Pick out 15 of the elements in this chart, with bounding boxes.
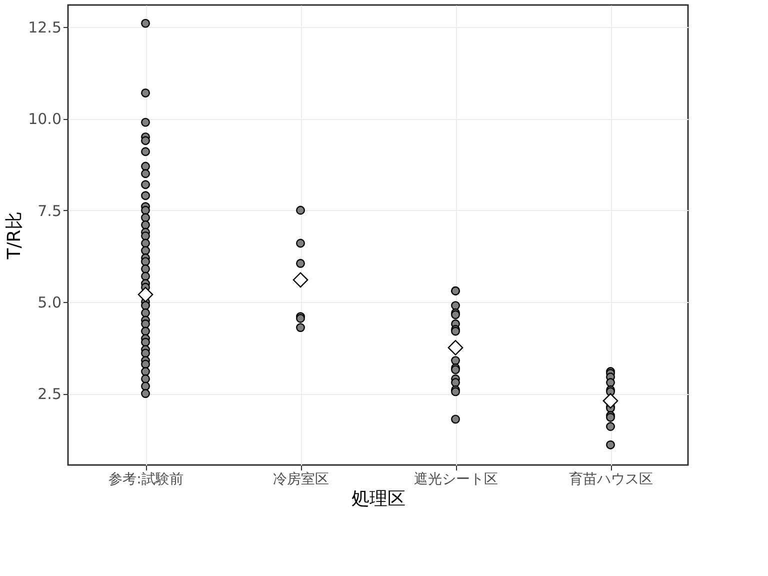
y-tick-label: 12.5 [28,18,62,36]
y-axis-title: T/R比 [4,212,26,260]
point [448,340,464,356]
point [138,286,154,302]
y-tick-label: 2.5 [38,385,62,404]
x-tick-label: 育苗ハウス区 [569,470,653,488]
x-axis-title: 処理区 [352,488,406,510]
y-tick-label: 10.0 [28,110,62,128]
y-tick-label: 7.5 [38,202,62,220]
point [292,272,308,288]
x-tick-label: 遮光シート区 [414,472,498,488]
x-tick-label: 参考:試験前 [108,472,184,488]
point [602,393,618,409]
y-tick-label: 5.0 [38,293,62,312]
x-tick-label: 冷房室区 [273,472,329,488]
